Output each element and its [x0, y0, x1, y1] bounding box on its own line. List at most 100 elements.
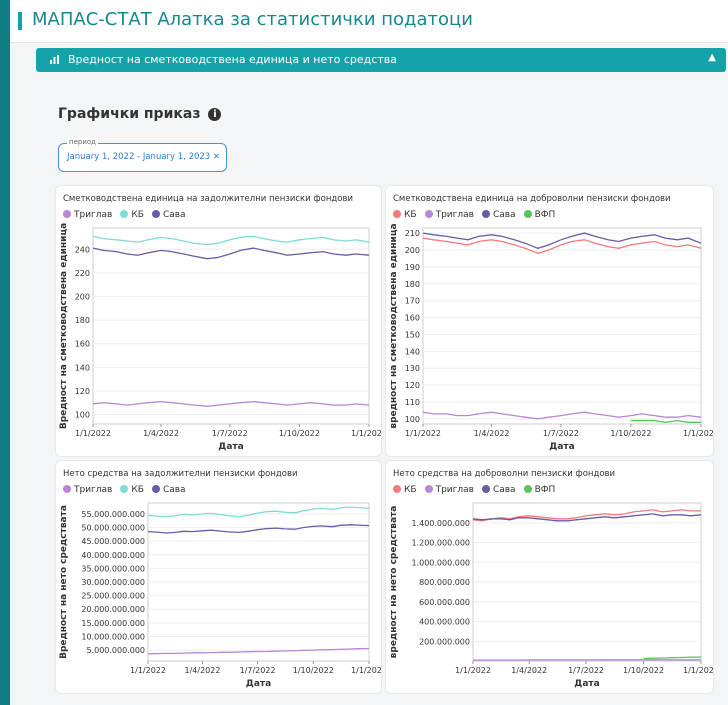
y-tick-label: 200.000.000: [419, 637, 470, 646]
legend-item: КБ: [120, 485, 144, 495]
filter-value: January 1, 2022 - January 1, 2023 ✕: [67, 152, 221, 162]
y-tick-label: 100: [405, 415, 420, 424]
header: МАПАС-СТАТ Алатка за статистички податоц…: [10, 0, 728, 43]
legend-swatch: [63, 210, 71, 218]
series-line: [92, 235, 370, 246]
legend-label: КБ: [404, 210, 417, 220]
legend-label: ВФП: [534, 210, 556, 220]
y-tick-label: 110: [405, 398, 420, 407]
legend-item: ВФП: [523, 210, 556, 220]
y-tick-label: 800.000.000: [419, 578, 470, 587]
legend-item: КБ: [393, 485, 417, 495]
x-tick-label: 1/1/2022: [455, 666, 491, 675]
legend-swatch: [120, 210, 129, 218]
legend-label: Триглав: [74, 210, 113, 220]
x-tick-label: 1/7/2022: [212, 429, 248, 438]
section-title: Графички приказ i: [58, 106, 222, 122]
legend-item: Триглав: [424, 210, 474, 220]
chart-card: Нето средства на доброволни пензиски фон…: [385, 460, 714, 694]
y-tick-label: 170: [405, 297, 420, 306]
x-tick-label: 1/1/2022: [405, 429, 441, 438]
y-tick-label: 220: [75, 269, 90, 278]
x-tick-label: 1/4/2022: [143, 429, 179, 438]
series-line: [422, 237, 702, 254]
legend-label: КБ: [131, 210, 144, 220]
plot: 200.000.000 400.000.000 600.000.000 800.000…: [389, 502, 713, 689]
legend-label: Триглав: [435, 210, 474, 220]
legend: КБ Триглав Сава ВФП: [393, 210, 563, 220]
legend: КБ Триглав Сава ВФП: [393, 485, 563, 495]
y-tick-label: 40.000.000.000: [81, 551, 145, 560]
x-tick-label: 1/7/2022: [240, 666, 276, 675]
y-tick-label: 160: [405, 314, 420, 323]
app: МАПАС-СТАТ Алатка за статистички податоц…: [10, 0, 728, 705]
chart-icon: [50, 55, 59, 64]
legend: Триглав КБ Сава: [63, 485, 194, 495]
series-line: [472, 509, 701, 522]
y-axis-label: вредност на нето средствата: [389, 506, 399, 659]
y-tick-label: 200: [75, 292, 90, 301]
legend-swatch: [120, 485, 129, 493]
legend-swatch: [393, 210, 401, 218]
x-tick-label: 1/4/2022: [185, 666, 221, 675]
y-tick-label: 150: [405, 330, 420, 339]
legend-swatch: [424, 485, 433, 493]
y-tick-label: 210: [405, 229, 420, 238]
plot: 100 110 120 130 140 150 160 170 180 190 200 210 1/1/…: [389, 223, 713, 452]
series-line: [472, 513, 702, 522]
y-tick-label: 120: [405, 381, 420, 390]
x-tick-label: 1/1/2023: [683, 429, 713, 438]
filter-text: January 1, 2022 - January 1, 2023: [67, 152, 211, 162]
date-filter[interactable]: период January 1, 2022 - January 1, 2023 …: [58, 138, 227, 172]
chart-card: Сметководствена единица на доброволни пе…: [385, 185, 714, 457]
collapse-caret[interactable]: ▲: [708, 52, 716, 63]
legend-item: Сава: [481, 485, 516, 495]
accordion-header[interactable]: Вредност на сметководствена единица и не…: [36, 48, 726, 72]
legend-label: Триглав: [435, 485, 474, 495]
plot: 100 120 140 160 180 200 220 240 1/1/2022 1/4/2022…: [59, 223, 381, 452]
chart-title: Нето средства на доброволни пензиски фон…: [393, 469, 616, 479]
legend-label: ВФП: [534, 485, 556, 495]
plot: 5.000.000.000 10.000.000.000 15.000.000.00…: [59, 502, 381, 689]
x-tick-label: 1/10/2022: [623, 666, 664, 675]
legend-swatch: [151, 485, 160, 493]
y-tick-label: 1.400.000.000: [411, 519, 470, 528]
x-tick-label: 1/7/2022: [568, 666, 604, 675]
y-tick-label: 1.000.000.000: [411, 558, 470, 567]
legend-swatch: [424, 210, 433, 218]
y-tick-label: 240: [75, 245, 90, 254]
app-title: МАПАС-СТАТ Алатка за статистички податоц…: [32, 9, 473, 30]
y-tick-label: 120: [75, 387, 90, 396]
y-tick-label: 45.000.000.000: [81, 537, 145, 546]
legend-label: Сава: [492, 485, 516, 495]
legend-swatch: [481, 210, 490, 218]
legend-swatch: [393, 485, 401, 493]
legend-item: ВФП: [523, 485, 556, 495]
legend-swatch: [63, 485, 71, 493]
x-tick-label: 1/10/2022: [279, 429, 320, 438]
legend-label: Сава: [162, 210, 186, 220]
accent: [18, 12, 22, 30]
y-tick-label: 35.000.000.000: [81, 564, 145, 573]
y-axis-label: Вредност на нето средствата: [59, 505, 69, 659]
legend: Триглав КБ Сава: [63, 210, 194, 220]
x-tick-label: 1/10/2022: [293, 666, 334, 675]
x-axis-label: Дата: [574, 679, 599, 689]
y-axis-label: Вредност на сметководствена единица: [59, 223, 69, 429]
x-tick-label: 1/1/2022: [130, 666, 166, 675]
legend-label: КБ: [131, 485, 144, 495]
y-tick-label: 15.000.000.000: [81, 619, 145, 628]
legend-item: Триглав: [424, 485, 474, 495]
chart-card: Нето средства на задолжителни пензиски ф…: [55, 460, 382, 694]
legend-swatch: [481, 485, 490, 493]
x-axis-label: Дата: [246, 679, 271, 689]
series-line: [147, 524, 370, 534]
chart-title: Сметководствена единица на задолжителни …: [63, 194, 354, 204]
y-tick-label: 100: [75, 411, 90, 420]
series-line: [643, 656, 702, 660]
legend-swatch: [523, 485, 532, 493]
info-icon[interactable]: i: [208, 108, 222, 121]
y-tick-label: 30.000.000.000: [81, 578, 145, 587]
y-tick-label: 50.000.000.000: [81, 524, 145, 533]
